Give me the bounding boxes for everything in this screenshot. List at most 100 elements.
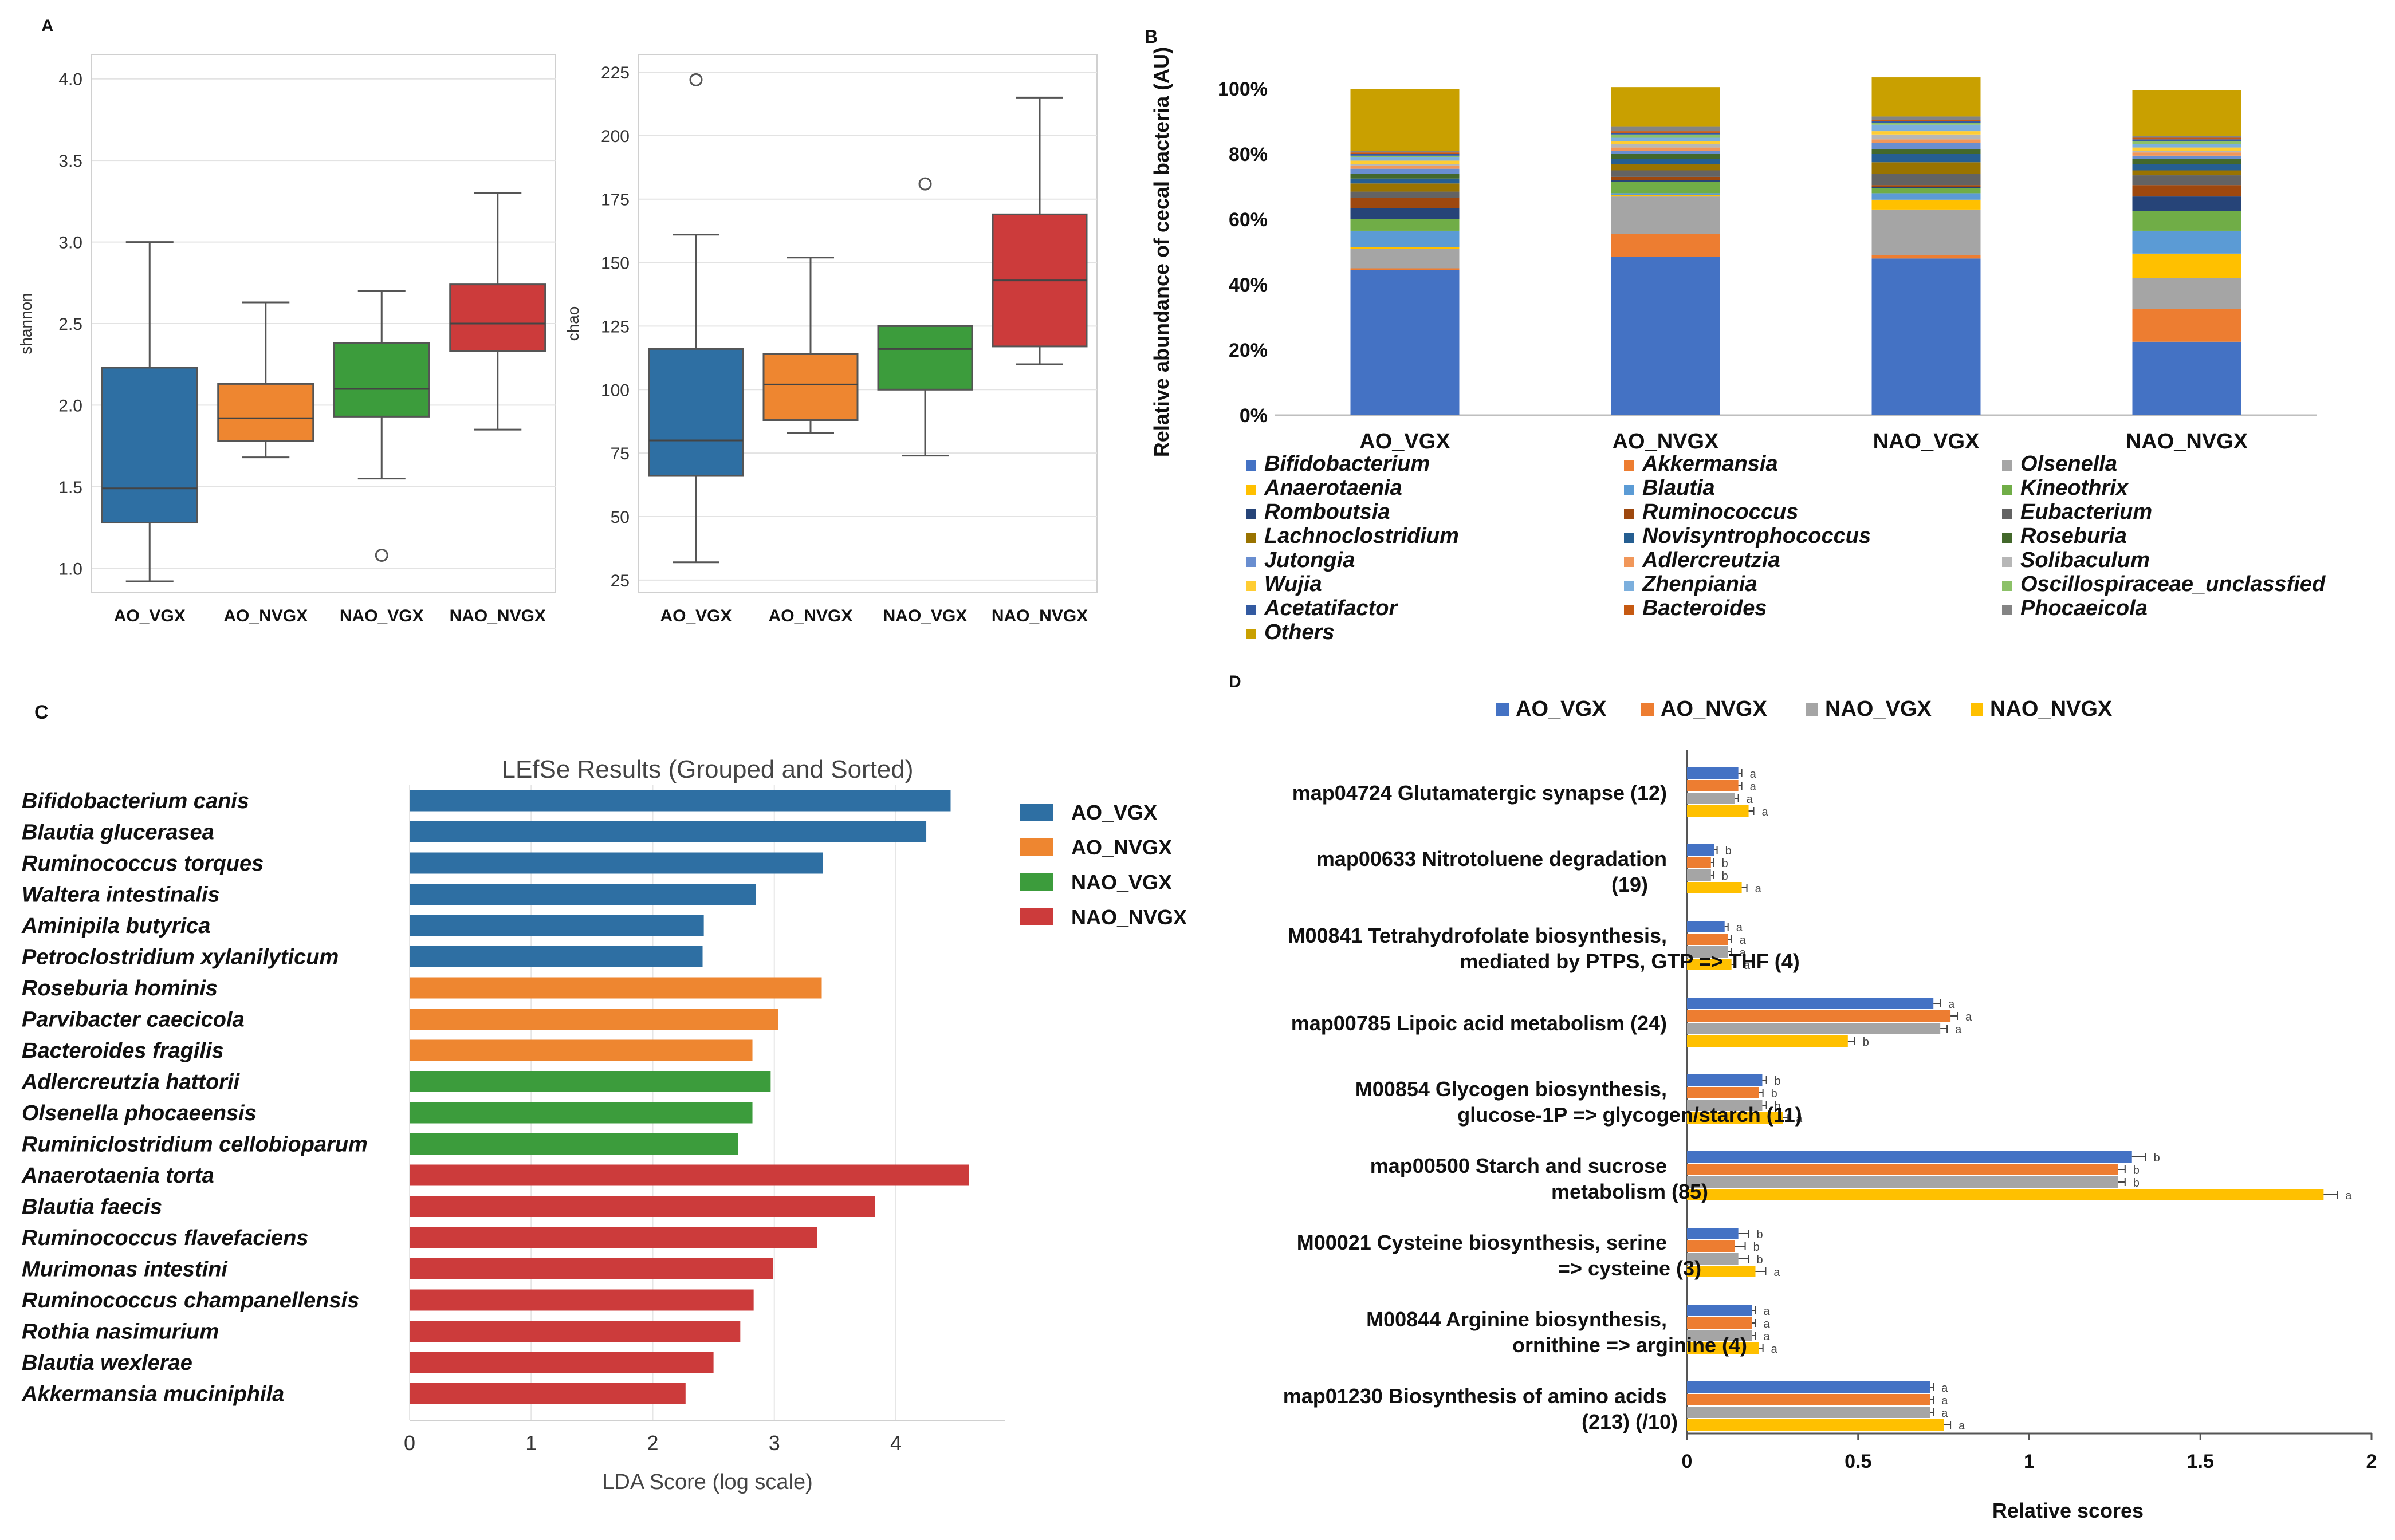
pathway-label-line1: M00854 Glycogen biosynthesis,	[1355, 1077, 1667, 1101]
bar-petroclostridium-xylanilyticum	[410, 946, 703, 967]
legend-swatch	[1806, 703, 1818, 716]
segment-solibaculum	[1611, 144, 1720, 148]
x-tick-label: AO_VGX	[114, 606, 186, 625]
segment-solibaculum	[1871, 134, 1981, 140]
segment-olsenella	[2132, 278, 2241, 309]
segment-anaerotaenia	[1871, 199, 1981, 210]
bar-ao-vgx	[1687, 1381, 1930, 1393]
significance-letter: a	[1744, 959, 1751, 972]
bar-label: Akkermansia muciniphila	[21, 1383, 284, 1407]
segment-kineothrix	[1611, 182, 1720, 194]
y-tick-label: 125	[601, 317, 630, 336]
segment-akkermansia	[1611, 234, 1720, 257]
y-axis-label: chao	[564, 306, 582, 341]
segment-anaerotaenia	[1611, 195, 1720, 197]
legend-label: Adlercreutzia	[1642, 548, 1780, 572]
segment-acetatifactor	[1350, 154, 1460, 156]
stacked-bar-nao-vgx	[1871, 77, 1981, 415]
legend-entry-bifidobacterium: Bifidobacterium	[1246, 452, 1430, 476]
bar-olsenella-phocaeensis	[410, 1102, 753, 1124]
legend-swatch	[1246, 533, 1256, 543]
legend-entry-nao-vgx: NAO_VGX	[1020, 871, 1172, 894]
bar-nao-vgx	[1687, 946, 1728, 958]
bar-nao-nvgx	[1687, 1189, 2324, 1200]
bar-blautia-glucerasea	[410, 821, 927, 842]
bar-label: Ruminococcus champanellensis	[22, 1289, 359, 1313]
significance-letter: b	[2133, 1177, 2140, 1190]
segment-blautia	[1611, 193, 1720, 195]
significance-letter: a	[1796, 1113, 1803, 1125]
segment-kineothrix	[1871, 188, 1981, 194]
legend-swatch	[1020, 838, 1053, 856]
box-iqr	[648, 348, 744, 477]
legend-entry-ao-vgx: AO_VGX	[1496, 697, 1607, 721]
segment-wujia	[2132, 147, 2241, 151]
legend-label: Novisyntrophococcus	[1642, 524, 1871, 548]
legend-swatch	[1971, 703, 1983, 716]
segment-olsenella	[1350, 249, 1460, 269]
segment-oscillospiraceae-unclassfied	[2132, 141, 2241, 144]
legend-swatch	[1246, 629, 1256, 639]
bar-ao-nvgx	[1687, 1010, 1951, 1022]
significance-letter: a	[1941, 1395, 1948, 1407]
segment-zhenpiania	[1611, 137, 1720, 141]
legend-label: Blautia	[1642, 476, 1715, 500]
x-axis-label: Relative scores	[1992, 1499, 2144, 1522]
segment-jutongia	[2132, 155, 2241, 159]
significance-letter: a	[1736, 921, 1743, 934]
panel-b-stacked-bar-chart: 0% 20% 40% 60% 80% 100% Relative abundance of …	[1150, 47, 2326, 644]
segment-blautia	[2132, 230, 2241, 254]
legend-swatch	[1624, 509, 1634, 519]
box-ao-vgx	[648, 73, 744, 564]
x-tick-label: 3	[769, 1431, 780, 1455]
x-tick-label: 2	[2366, 1451, 2377, 1472]
significance-letter: a	[1750, 781, 1757, 793]
x-tick-label: 2	[647, 1431, 658, 1455]
bar-ao-nvgx	[1687, 780, 1739, 791]
significance-letter: b	[1775, 1075, 1781, 1088]
legend-swatch	[1496, 703, 1509, 716]
bar-nao-vgx	[1687, 793, 1735, 804]
segment-adlercreutzia	[1871, 139, 1981, 143]
bar-nao-nvgx	[1687, 805, 1749, 817]
legend-entry-jutongia: Jutongia	[1246, 548, 1355, 572]
bar-ao-vgx	[1687, 921, 1725, 932]
y-tick-label: 2.0	[58, 396, 82, 415]
bar-bacteroides-fragilis	[410, 1039, 753, 1061]
bar-ao-vgx	[1687, 1074, 1763, 1086]
box-nao-vgx	[877, 177, 973, 457]
x-tick-label: NAO_NVGX	[450, 606, 546, 625]
legend-swatch	[1624, 485, 1634, 495]
pathway-label-line1: M00841 Tetrahydrofolate biosynthesis,	[1288, 924, 1667, 947]
box-nao-nvgx	[449, 192, 546, 431]
significance-letter: a	[1764, 1318, 1771, 1330]
pathway-label-line1: map04724 Glutamatergic synapse (12)	[1292, 781, 1667, 805]
segment-lachnoclostridium	[1350, 183, 1460, 192]
segment-others	[1871, 77, 1981, 117]
legend-entry-akkermansia: Akkermansia	[1624, 452, 1778, 476]
segment-wujia	[1871, 131, 1981, 135]
y-axis-label: shannon	[17, 293, 35, 354]
segment-acetatifactor	[1611, 132, 1720, 135]
y-tick-label: 40%	[1229, 274, 1268, 296]
legend-label: Oscillospiraceae_unclassfied	[2020, 572, 2326, 596]
significance-letter: b	[1757, 1254, 1763, 1266]
legend-label: AO_VGX	[1071, 801, 1157, 824]
legend-entry-adlercreutzia: Adlercreutzia	[1624, 548, 1780, 572]
bar-nao-vgx	[1687, 1100, 1763, 1111]
outlier-point	[918, 177, 932, 191]
legend-swatch	[1020, 804, 1053, 821]
segment-eubacterium	[2132, 175, 2241, 186]
bar-ruminiclostridium-cellobioparum	[410, 1133, 738, 1155]
bar-blautia-faecis	[410, 1196, 875, 1217]
bar-ao-nvgx	[1687, 1317, 1752, 1329]
legend-entry-oscillospiraceae-unclassfied: Oscillospiraceae_unclassfied	[2002, 572, 2326, 596]
significance-letter: a	[1750, 768, 1757, 781]
y-tick-label: 4.0	[58, 70, 82, 89]
legend-swatch	[1246, 509, 1256, 519]
segment-adlercreutzia	[2132, 152, 2241, 156]
legend-swatch	[1246, 460, 1256, 471]
significance-letter: a	[2345, 1190, 2352, 1202]
significance-letter: a	[1959, 1420, 1965, 1432]
bar-label: Bifidobacterium canis	[22, 789, 249, 813]
